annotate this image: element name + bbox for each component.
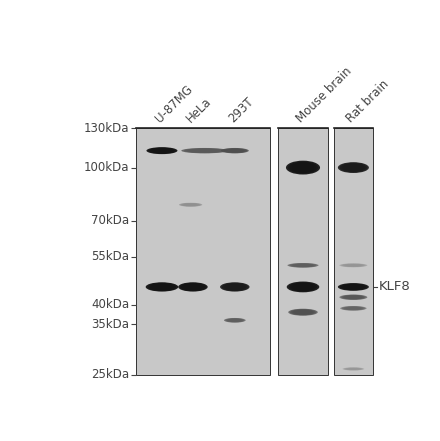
Ellipse shape [338,162,369,173]
Text: 35kDa: 35kDa [92,318,129,331]
Ellipse shape [148,148,176,154]
Ellipse shape [151,284,172,290]
Ellipse shape [225,284,244,290]
Text: 70kDa: 70kDa [91,214,129,228]
Ellipse shape [341,295,366,300]
Ellipse shape [181,148,228,153]
Text: U-87MG: U-87MG [153,83,195,125]
Ellipse shape [292,310,314,315]
Text: 55kDa: 55kDa [92,250,129,263]
Ellipse shape [220,282,249,292]
Text: 100kDa: 100kDa [84,161,129,174]
Text: 293T: 293T [226,95,256,125]
Ellipse shape [286,161,320,175]
Ellipse shape [146,282,178,292]
Ellipse shape [290,309,316,315]
Text: Mouse brain: Mouse brain [294,65,354,125]
Ellipse shape [341,264,366,267]
Ellipse shape [224,318,246,323]
Ellipse shape [288,161,318,174]
Ellipse shape [293,310,312,314]
Ellipse shape [339,263,367,267]
Ellipse shape [342,367,364,370]
Text: 130kDa: 130kDa [84,122,129,135]
Ellipse shape [344,164,363,172]
Ellipse shape [291,263,315,267]
Ellipse shape [338,283,369,291]
Ellipse shape [180,283,206,291]
Ellipse shape [343,295,364,299]
Ellipse shape [178,282,208,292]
Ellipse shape [221,148,249,153]
Text: 25kDa: 25kDa [91,368,129,381]
Ellipse shape [343,306,363,310]
Ellipse shape [190,149,220,153]
Ellipse shape [344,284,363,290]
Ellipse shape [339,295,367,300]
Ellipse shape [222,283,248,291]
Ellipse shape [340,284,367,290]
Text: 40kDa: 40kDa [91,298,129,311]
Ellipse shape [183,203,198,206]
Ellipse shape [148,283,176,291]
Ellipse shape [343,264,364,267]
Ellipse shape [224,283,246,291]
Ellipse shape [150,148,174,153]
Ellipse shape [341,284,365,290]
Ellipse shape [226,149,244,153]
Ellipse shape [341,163,365,172]
Ellipse shape [292,163,314,172]
Ellipse shape [291,283,315,291]
Ellipse shape [287,263,319,268]
Ellipse shape [287,281,319,292]
Text: HeLa: HeLa [184,95,214,125]
Ellipse shape [182,283,204,291]
Ellipse shape [187,149,222,153]
Ellipse shape [346,368,360,370]
Bar [278,128,328,375]
Ellipse shape [290,263,317,267]
Ellipse shape [182,203,199,206]
Ellipse shape [227,318,243,322]
Ellipse shape [293,283,313,291]
Ellipse shape [340,163,367,172]
Ellipse shape [183,284,202,290]
Ellipse shape [224,149,246,153]
Ellipse shape [147,147,177,154]
Ellipse shape [223,148,247,153]
Ellipse shape [225,318,244,322]
Ellipse shape [345,264,362,267]
Text: Rat brain: Rat brain [344,78,392,125]
Ellipse shape [289,282,317,292]
Bar [136,128,271,375]
Ellipse shape [184,148,225,153]
Bar [334,128,373,375]
Ellipse shape [345,306,362,310]
Ellipse shape [150,283,174,291]
Ellipse shape [290,162,316,173]
Ellipse shape [228,319,242,322]
Ellipse shape [288,309,318,316]
Ellipse shape [340,306,367,310]
Ellipse shape [293,264,313,267]
Ellipse shape [345,295,362,299]
Ellipse shape [179,203,202,207]
Ellipse shape [180,203,201,206]
Ellipse shape [152,148,172,153]
Ellipse shape [342,306,365,310]
Ellipse shape [345,368,362,370]
Text: KLF8: KLF8 [379,280,411,293]
Ellipse shape [344,367,363,370]
